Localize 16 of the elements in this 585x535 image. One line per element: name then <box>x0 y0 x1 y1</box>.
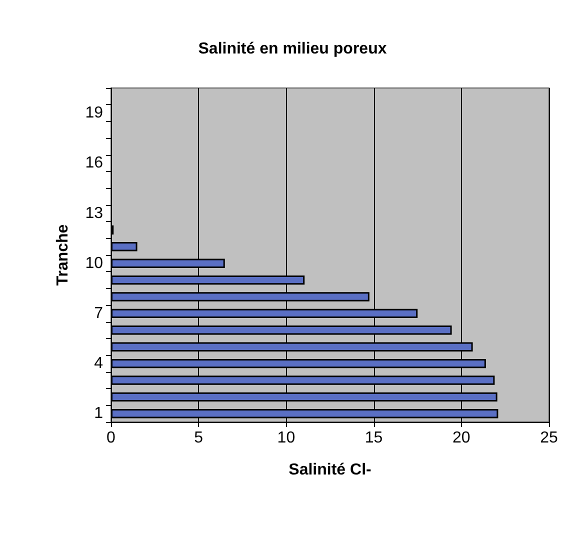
x-tick-label: 20 <box>452 430 470 446</box>
y-tick-label: 1 <box>94 405 104 422</box>
x-tick-label: 15 <box>364 430 383 446</box>
x-tick-label: 10 <box>277 430 296 446</box>
x-tick-label: 0 <box>106 430 116 446</box>
chart-title: Salinité en milieu poreux <box>198 40 387 58</box>
y-tick-label: 7 <box>94 304 104 322</box>
y-tick-label: 16 <box>85 154 104 172</box>
x-tick-label: 25 <box>540 430 558 446</box>
y-axis-title: Tranche <box>54 224 72 286</box>
y-tick-label: 4 <box>94 355 104 372</box>
y-tick-label: 13 <box>85 204 104 222</box>
y-tick-label: 19 <box>85 104 104 122</box>
x-axis-title: Salinité Cl- <box>288 462 372 478</box>
x-tick-label: 5 <box>194 430 204 446</box>
y-tick-label: 10 <box>85 254 104 272</box>
